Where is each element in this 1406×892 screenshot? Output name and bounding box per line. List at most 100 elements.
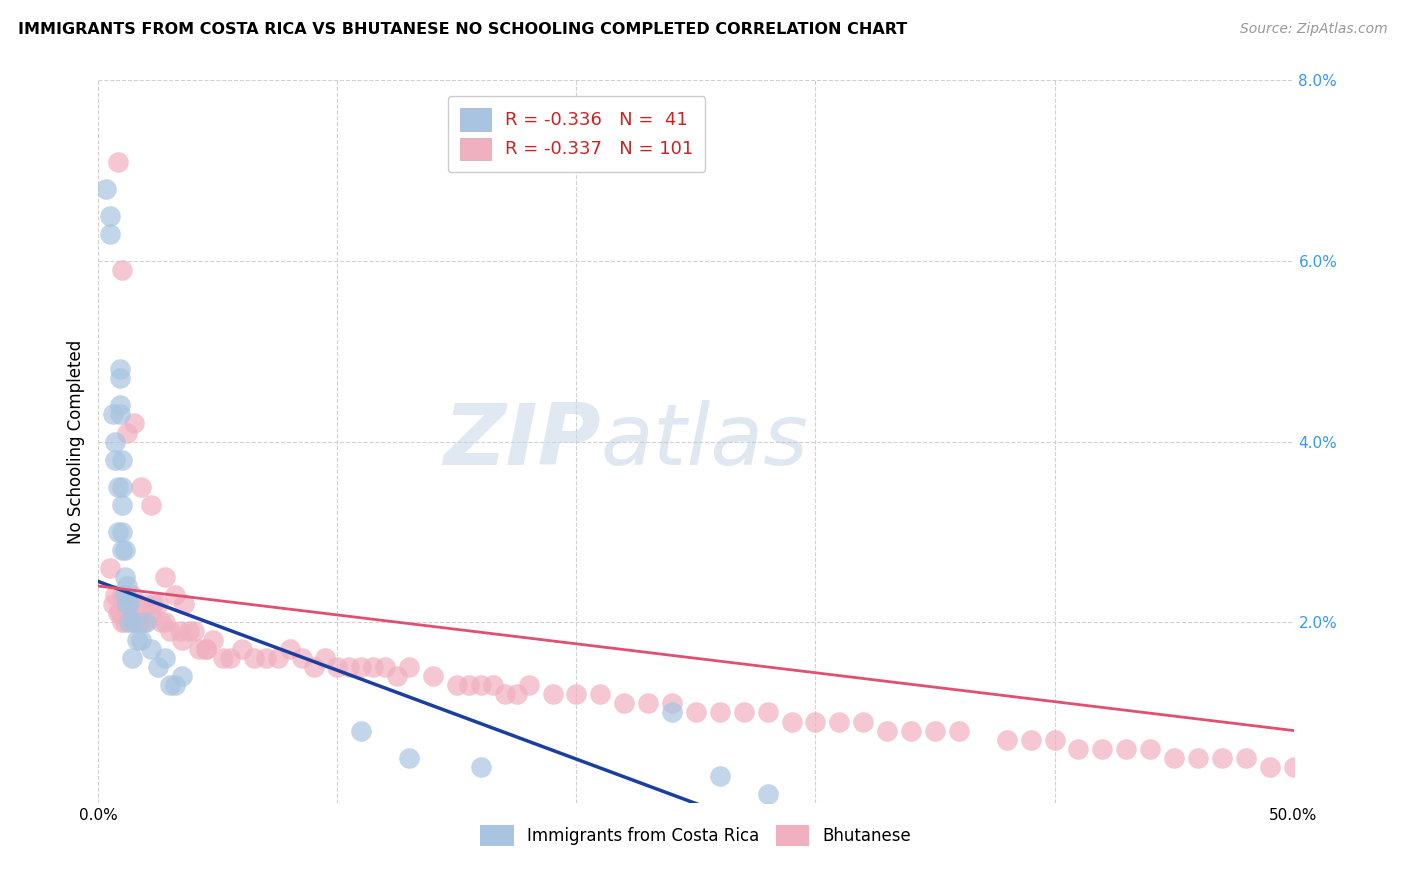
Text: Source: ZipAtlas.com: Source: ZipAtlas.com	[1240, 22, 1388, 37]
Point	[231, 642, 253, 657]
Point	[155, 570, 177, 584]
Point	[458, 678, 481, 692]
Point	[613, 697, 636, 711]
Point	[1211, 750, 1233, 764]
Point	[1163, 750, 1185, 764]
Point	[470, 760, 492, 774]
Point	[876, 723, 898, 738]
Point	[481, 678, 505, 692]
Point	[104, 434, 127, 449]
Point	[398, 750, 420, 764]
Point	[125, 633, 148, 648]
Point	[517, 678, 540, 692]
Point	[111, 452, 134, 467]
Point	[1282, 760, 1305, 774]
Point	[1019, 732, 1042, 747]
Point	[589, 687, 612, 701]
Point	[108, 398, 131, 412]
Point	[637, 697, 659, 711]
Point	[470, 678, 492, 692]
Point	[339, 660, 361, 674]
Point	[1258, 760, 1281, 774]
Point	[173, 597, 195, 611]
Point	[195, 642, 218, 657]
Point	[114, 588, 136, 602]
Point	[121, 588, 143, 602]
Point	[995, 732, 1018, 747]
Point	[685, 706, 707, 720]
Point	[115, 597, 138, 611]
Point	[350, 660, 373, 674]
Point	[900, 723, 922, 738]
Point	[111, 263, 134, 277]
Point	[709, 769, 731, 783]
Point	[661, 706, 683, 720]
Point	[107, 154, 129, 169]
Point	[111, 524, 134, 539]
Point	[1187, 750, 1209, 764]
Point	[125, 597, 148, 611]
Point	[219, 651, 242, 665]
Point	[780, 714, 803, 729]
Point	[350, 723, 373, 738]
Point	[155, 615, 177, 630]
Point	[315, 651, 337, 665]
Point	[139, 498, 162, 512]
Point	[163, 678, 186, 692]
Point	[541, 687, 564, 701]
Point	[1234, 750, 1257, 764]
Point	[139, 606, 162, 620]
Point	[179, 624, 201, 639]
Point	[169, 624, 191, 639]
Point	[104, 452, 127, 467]
Text: atlas: atlas	[600, 400, 808, 483]
Point	[159, 624, 181, 639]
Point	[828, 714, 851, 729]
Text: IMMIGRANTS FROM COSTA RICA VS BHUTANESE NO SCHOOLING COMPLETED CORRELATION CHART: IMMIGRANTS FROM COSTA RICA VS BHUTANESE …	[18, 22, 907, 37]
Point	[1067, 741, 1090, 756]
Point	[278, 642, 301, 657]
Point	[108, 408, 131, 422]
Point	[565, 687, 588, 701]
Point	[733, 706, 755, 720]
Point	[98, 227, 122, 241]
Point	[385, 669, 409, 683]
Point	[114, 570, 136, 584]
Point	[118, 597, 141, 611]
Point	[422, 669, 444, 683]
Point	[124, 615, 146, 630]
Point	[291, 651, 314, 665]
Point	[111, 588, 134, 602]
Point	[326, 660, 349, 674]
Point	[135, 597, 157, 611]
Point	[139, 642, 162, 657]
Point	[374, 660, 396, 674]
Point	[709, 706, 731, 720]
Point	[852, 714, 875, 729]
Legend: Immigrants from Costa Rica, Bhutanese: Immigrants from Costa Rica, Bhutanese	[474, 819, 918, 852]
Point	[172, 633, 194, 648]
Point	[115, 425, 138, 440]
Point	[118, 615, 141, 630]
Point	[804, 714, 827, 729]
Point	[267, 651, 290, 665]
Point	[124, 417, 146, 431]
Point	[115, 597, 138, 611]
Point	[114, 542, 136, 557]
Point	[142, 597, 165, 611]
Point	[98, 561, 122, 575]
Point	[924, 723, 946, 738]
Point	[132, 615, 155, 630]
Point	[187, 642, 209, 657]
Point	[1378, 778, 1400, 792]
Point	[661, 697, 683, 711]
Point	[121, 651, 143, 665]
Point	[363, 660, 385, 674]
Point	[254, 651, 277, 665]
Point	[107, 606, 129, 620]
Point	[398, 660, 420, 674]
Point	[172, 669, 194, 683]
Point	[494, 687, 516, 701]
Point	[111, 480, 134, 494]
Point	[107, 480, 129, 494]
